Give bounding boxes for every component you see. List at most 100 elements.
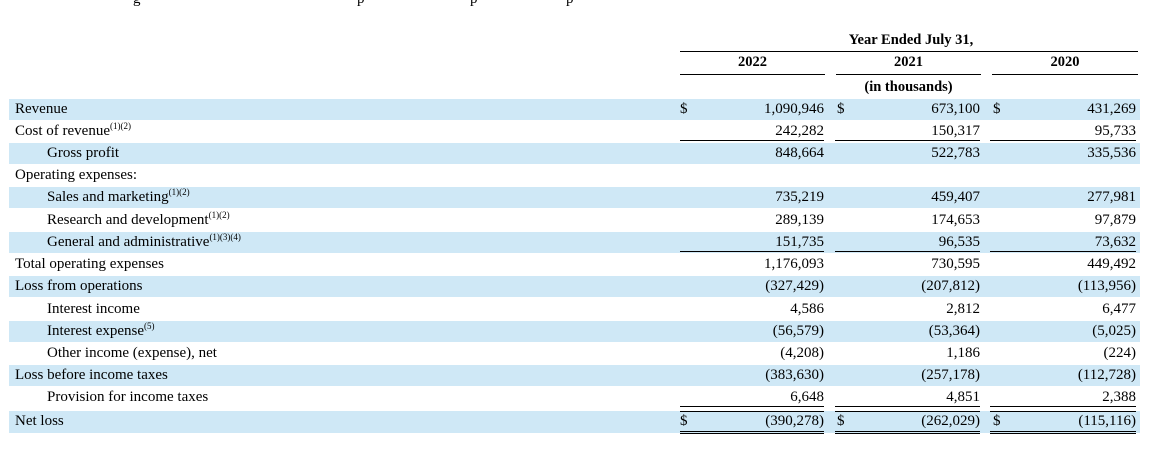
value-cell: (257,178): [921, 367, 980, 383]
row-label-text: Operating expenses:: [15, 167, 138, 183]
value-cell: (327,429): [765, 278, 824, 294]
header-rule: [680, 51, 1138, 52]
footnote-marker: (1)(2): [208, 210, 230, 220]
table-row: Revenue $ $ $1,090,946 673,100 431,269: [9, 99, 1140, 120]
table-row: Other income (expense), net (4,208) 1,186 (…: [9, 343, 1140, 364]
year-rule-2022: [680, 74, 825, 75]
table-row: Interest expense(5) (56,579) (53,364) (5,02…: [9, 321, 1140, 342]
currency-symbol: $: [837, 413, 845, 429]
row-label: Provision for income taxes: [47, 387, 208, 408]
footnote-marker: (1)(2): [168, 187, 190, 197]
value-cell: (262,029): [835, 411, 980, 434]
value-cell: 335,536: [1087, 145, 1136, 161]
currency-symbol: $: [680, 101, 688, 117]
value-cell: (224): [1103, 345, 1137, 361]
value-cell: 735,219: [775, 189, 824, 205]
table-row: Gross profit 848,664 522,783 335,536: [9, 143, 1140, 164]
cut-off-text-line: g p p p: [0, 0, 1163, 8]
value-cell: 242,282: [680, 121, 824, 141]
row-label: Gross profit: [47, 143, 119, 164]
row-label: Operating expenses:: [15, 165, 137, 186]
table-row: Sales and marketing(1)(2) 735,219 459,407 2…: [9, 187, 1140, 208]
row-label-text: Interest expense: [47, 323, 145, 339]
row-label: Revenue: [15, 99, 67, 120]
row-label: Net loss: [15, 411, 64, 432]
table-row: Net loss $ $ $ (390,278) (262,029) (115,116): [9, 411, 1140, 434]
value-cell: (5,025): [1092, 323, 1136, 339]
value-cell: 1,186: [946, 345, 980, 361]
value-cell: (56,579): [772, 323, 824, 339]
year-header-2021: 2021: [894, 54, 923, 70]
row-label-text: Net loss: [15, 413, 64, 429]
value-cell: 95,733: [990, 121, 1136, 141]
row-label: Interest income: [47, 299, 140, 320]
value-cell: 97,879: [1094, 212, 1136, 228]
value-cell: 449,492: [1087, 256, 1136, 272]
year-rule-2021: [836, 74, 981, 75]
footnote-marker: (1)(2): [109, 121, 131, 131]
row-label-text: Total operating expenses: [15, 256, 164, 272]
cut-text-fragment: p: [357, 0, 365, 8]
value-cell: 730,595: [931, 256, 980, 272]
currency-symbol: $: [680, 413, 688, 429]
value-cell: 174,653: [931, 212, 980, 228]
value-cell: [990, 165, 1136, 186]
value-cell: 6,477: [1102, 301, 1136, 317]
currency-symbol: $: [837, 101, 845, 117]
table-row: Cost of revenue(1)(2) 242,282 150,317 95,73…: [9, 121, 1140, 142]
value-cell: [680, 165, 824, 186]
table-row: Provision for income taxes 6,648 4,851 2,38…: [9, 387, 1140, 408]
row-label-text: Gross profit: [47, 145, 120, 161]
row-label-text: Provision for income taxes: [47, 389, 209, 405]
period-title: Year Ended July 31,: [848, 32, 974, 48]
value-cell: [835, 165, 980, 186]
value-cell: 4,851: [835, 387, 980, 407]
row-label-text: Loss before income taxes: [15, 367, 168, 383]
row-label: Interest expense(5): [47, 321, 155, 342]
row-label-text: General and administrative: [47, 234, 210, 250]
value-cell: 73,632: [990, 232, 1136, 252]
value-cell: (113,956): [1077, 278, 1136, 294]
row-label: Total operating expenses: [15, 254, 164, 275]
table-row: Interest income 4,586 2,812 6,477: [9, 299, 1140, 320]
table-row: Loss before income taxes (383,630) (257,17…: [9, 365, 1140, 386]
value-cell: 431,269: [1087, 101, 1136, 117]
row-label: General and administrative(1)(3)(4): [47, 232, 241, 253]
year-header-2020: 2020: [1050, 54, 1080, 70]
row-label: Loss before income taxes: [15, 365, 168, 386]
value-cell: 522,783: [931, 145, 980, 161]
value-cell: 96,535: [835, 232, 980, 252]
row-label: Research and development(1)(2): [47, 210, 230, 231]
row-label-text: Interest income: [47, 301, 140, 317]
value-cell: 2,388: [990, 387, 1136, 407]
value-cell: (112,728): [1077, 367, 1136, 383]
currency-symbol: $: [993, 413, 1001, 429]
value-cell: 459,407: [931, 189, 980, 205]
value-cell: 6,648: [680, 387, 824, 407]
row-label-text: Other income (expense), net: [47, 345, 217, 361]
row-label-text: Cost of revenue: [15, 123, 110, 139]
row-label: Other income (expense), net: [47, 343, 217, 364]
row-label-text: Revenue: [15, 101, 68, 117]
value-cell: 4,586: [790, 301, 824, 317]
value-cell: 1,090,946: [764, 101, 824, 117]
cut-text-fragment: p: [566, 0, 574, 8]
row-label-text: Loss from operations: [15, 278, 143, 294]
footnote-marker: (5): [144, 321, 155, 331]
value-cell: (4,208): [780, 345, 824, 361]
value-cell: 2,812: [946, 301, 980, 317]
currency-symbol: $: [993, 101, 1001, 117]
value-cell: (390,278): [680, 411, 824, 434]
value-cell: (383,630): [765, 367, 824, 383]
value-cell: 1,176,093: [764, 256, 824, 272]
value-cell: (115,116): [990, 411, 1136, 434]
cut-text-fragment: p: [470, 0, 478, 8]
row-label: Loss from operations: [15, 276, 142, 297]
value-cell: 151,735: [680, 232, 824, 252]
table-row: Research and development(1)(2) 289,139 174…: [9, 210, 1140, 231]
value-cell: 848,664: [775, 145, 824, 161]
value-cell: (53,364): [928, 323, 980, 339]
year-header-2022: 2022: [738, 54, 767, 70]
footnote-marker: (1)(3)(4): [209, 232, 241, 242]
row-label-text: Research and development: [47, 212, 209, 228]
